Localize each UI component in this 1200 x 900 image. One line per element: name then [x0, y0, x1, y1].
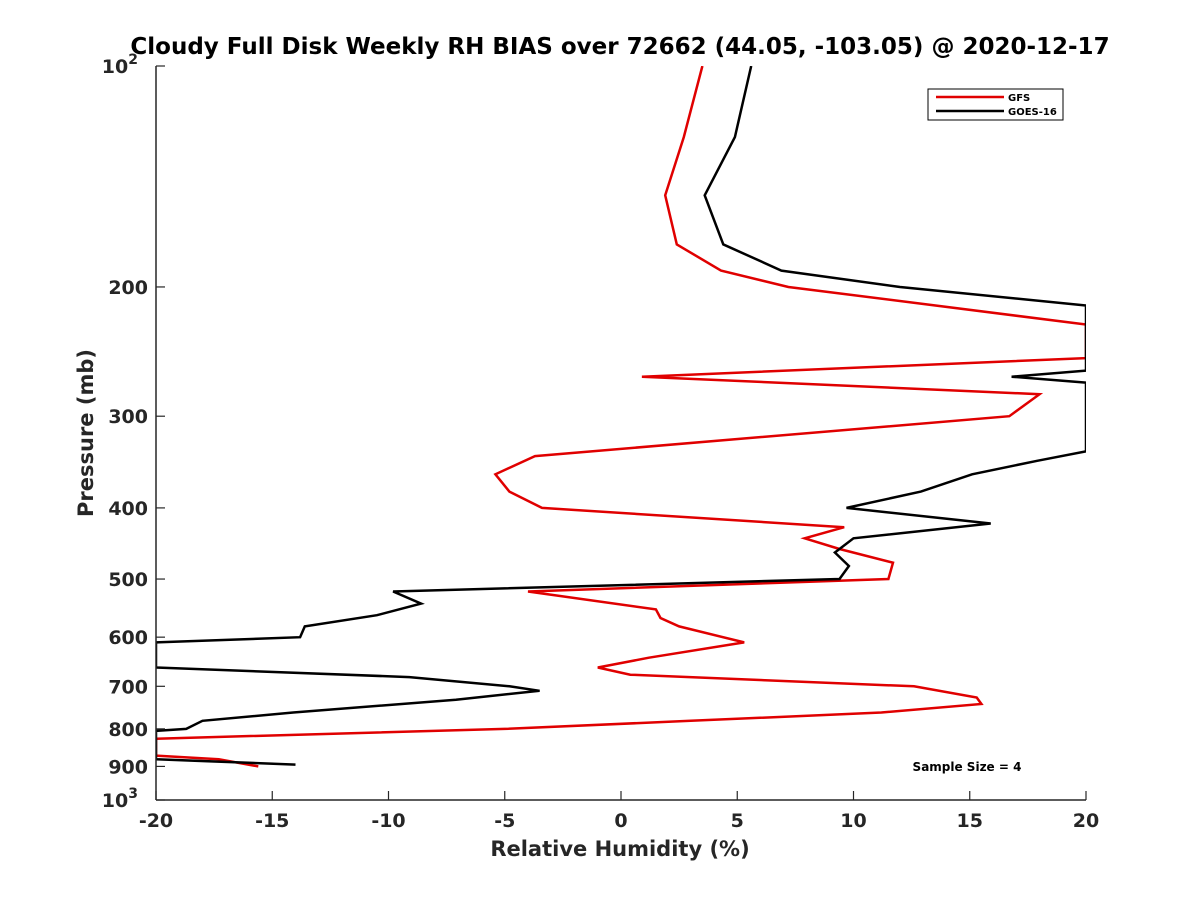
- y-tick-label: 103: [102, 786, 138, 812]
- legend-label-gfs: GFS: [1008, 93, 1030, 104]
- x-tick-label: -15: [255, 810, 289, 832]
- y-ticks: 102 200 300 400 500 600 700 800 900 103: [102, 52, 165, 812]
- x-tick-label: 10: [840, 810, 866, 832]
- legend-label-goes16: GOES-16: [1008, 107, 1057, 118]
- legend-box: [927, 88, 1064, 121]
- x-ticks: -20 -15 -10 -5 0 5 10 15 20: [139, 791, 1099, 832]
- y-tick-label: 300: [108, 406, 148, 428]
- x-tick-label: -10: [371, 810, 405, 832]
- chart-title: Cloudy Full Disk Weekly RH BIAS over 726…: [130, 34, 1109, 60]
- x-tick-label: 5: [731, 810, 744, 832]
- x-tick-label: 0: [614, 810, 627, 832]
- y-tick-label: 900: [108, 756, 148, 778]
- series-line-goes16: [156, 66, 1086, 766]
- x-tick-label: -20: [139, 810, 173, 832]
- series-line-gfs: [156, 66, 1086, 768]
- plot-area: [156, 66, 1086, 800]
- x-tick-label: 15: [957, 810, 983, 832]
- y-tick-label: 200: [108, 277, 148, 299]
- y-tick-label: 400: [108, 498, 148, 520]
- y-tick-label: 500: [108, 569, 148, 591]
- legend: GFS GOES-16: [927, 88, 1064, 121]
- y-tick-label: 700: [108, 676, 148, 698]
- x-tick-label: -5: [494, 810, 515, 832]
- series-layer: [156, 66, 1086, 768]
- x-axis-label: Relative Humidity (%): [490, 837, 749, 861]
- x-tick-label: 20: [1073, 810, 1099, 832]
- y-tick-label: 800: [108, 719, 148, 741]
- y-tick-label: 600: [108, 627, 148, 649]
- y-tick-label: 102: [102, 52, 138, 78]
- sample-size-annotation: Sample Size = 4: [913, 760, 1022, 774]
- y-axis-label: Pressure (mb): [74, 349, 98, 517]
